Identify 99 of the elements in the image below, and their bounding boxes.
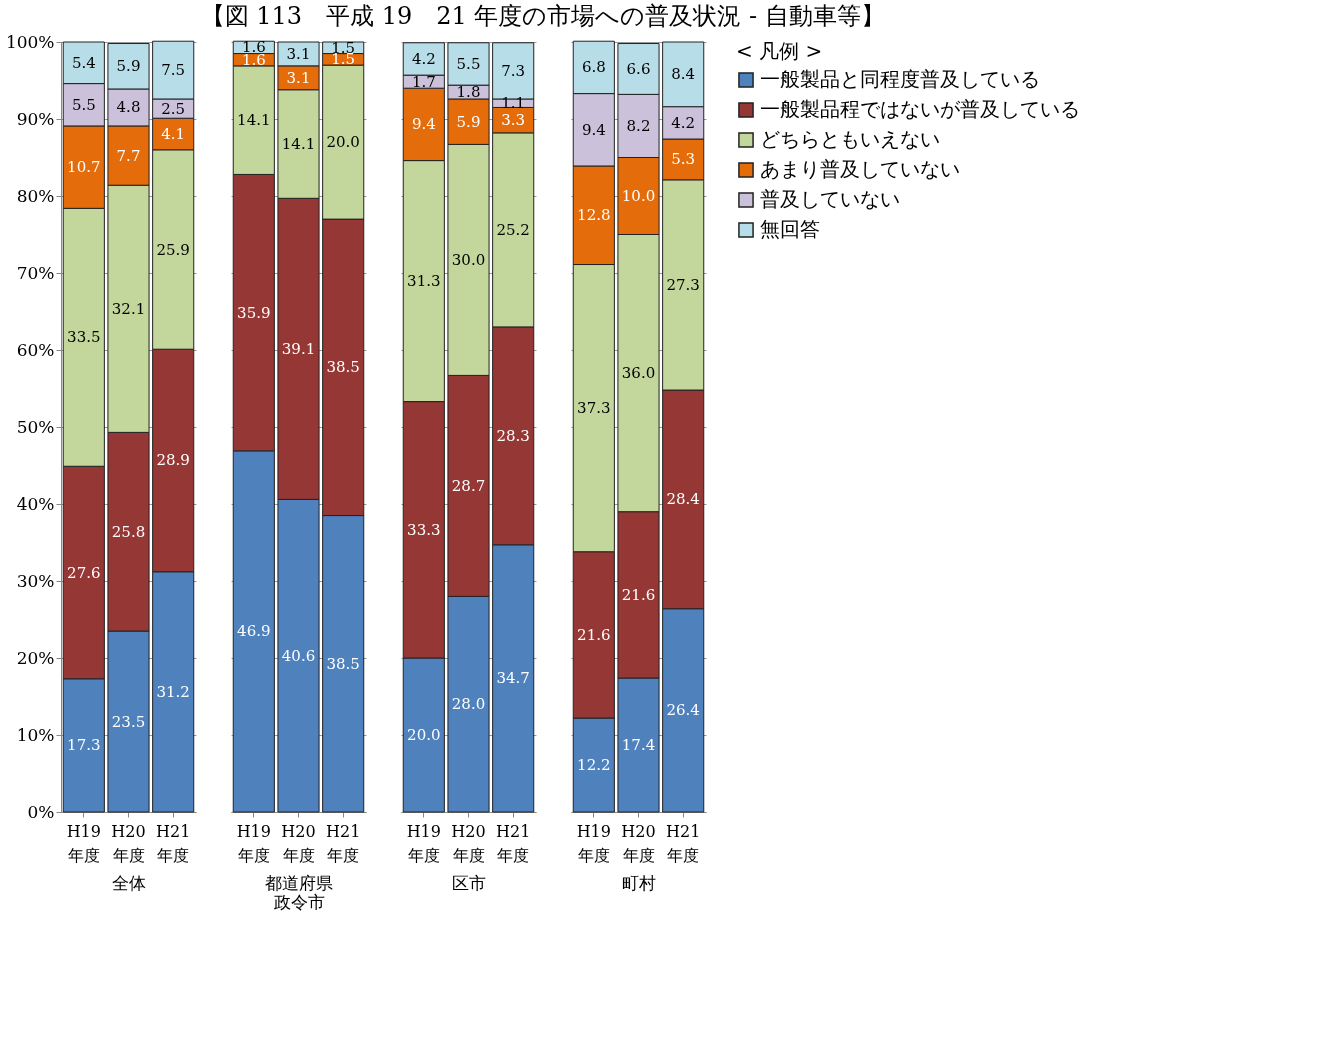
- y-tick-label: 30%: [16, 570, 55, 591]
- data-label: 28.7: [451, 476, 486, 495]
- data-label: 7.7: [116, 146, 141, 165]
- data-label: 21.6: [577, 625, 611, 644]
- data-label: 5.9: [116, 57, 141, 76]
- y-tick-label: 80%: [16, 185, 55, 206]
- data-label: 28.0: [451, 695, 486, 714]
- data-label: 31.2: [156, 682, 190, 701]
- data-label: 32.1: [111, 299, 146, 318]
- x-axis-title: 区市: [452, 872, 486, 893]
- data-label: 17.3: [67, 736, 101, 755]
- x-tick-label: H21 年度: [496, 821, 531, 865]
- data-label: 23.5: [111, 712, 146, 731]
- data-label: 26.4: [666, 701, 700, 720]
- x-tick-label: H19 年度: [406, 821, 441, 865]
- text: 【図 113 平成 19 21 年度の市場への普及状況 - 自動車等】: [200, 2, 885, 30]
- data-label: 3.1: [286, 68, 311, 87]
- data-label: 46.9: [237, 622, 271, 641]
- legend-label: あまり普及していない: [760, 157, 960, 181]
- data-label: 38.5: [326, 358, 360, 377]
- data-label: 39.1: [281, 339, 316, 358]
- x-tick-label: H20 年度: [451, 821, 486, 865]
- data-label: 4.1: [161, 125, 186, 144]
- data-label: 33.3: [407, 520, 441, 539]
- data-label: 9.4: [581, 120, 606, 139]
- y-tick-label: 50%: [16, 416, 55, 437]
- data-label: 1.7: [411, 72, 436, 91]
- data-label: 12.8: [577, 206, 611, 225]
- data-label: 2.5: [161, 99, 186, 118]
- data-label: 35.9: [237, 303, 271, 322]
- legend-label: 普及していない: [760, 187, 900, 211]
- data-label: 7.5: [161, 61, 186, 80]
- x-tick-label: H19 年度: [576, 821, 611, 865]
- data-label: 8.2: [626, 116, 651, 135]
- data-label: 17.4: [621, 736, 656, 755]
- x-axis-title: 全体: [112, 872, 146, 893]
- data-label: 3.1: [286, 44, 311, 63]
- y-tick-label: 60%: [16, 339, 55, 360]
- data-label: 4.8: [116, 98, 141, 117]
- x-tick-label: H21 年度: [156, 821, 191, 865]
- data-label: 27.3: [666, 275, 700, 294]
- data-label: 3.3: [501, 111, 526, 130]
- data-label: 12.2: [577, 756, 611, 775]
- data-label: 6.8: [581, 58, 606, 77]
- data-label: 9.4: [411, 115, 436, 134]
- x-tick-label: H19 年度: [236, 821, 271, 865]
- y-tick-label: 40%: [16, 493, 55, 514]
- x-tick-label: H20 年度: [621, 821, 656, 865]
- data-label: 7.3: [501, 61, 526, 80]
- x-tick-label: H20 年度: [281, 821, 316, 865]
- x-axis-title: 町村: [622, 872, 656, 893]
- x-tick-label: H19 年度: [66, 821, 101, 865]
- x-tick-label: H20 年度: [111, 821, 146, 865]
- data-label: 4.2: [671, 113, 696, 132]
- legend-label: 無回答: [760, 217, 820, 241]
- legend-label: どちらともいえない: [760, 127, 940, 151]
- data-label: 20.0: [326, 133, 360, 152]
- y-tick-label: 10%: [16, 724, 55, 745]
- data-label: 4.2: [411, 49, 436, 68]
- data-label: 5.4: [71, 53, 96, 72]
- y-tick-label: 100%: [5, 31, 55, 52]
- y-tick-label: 20%: [16, 647, 55, 668]
- y-tick-label: 70%: [16, 262, 55, 283]
- x-axis-title: 都道府県政令市: [265, 872, 333, 912]
- data-label: 5.9: [456, 112, 481, 131]
- x-tick-label: H21 年度: [326, 821, 361, 865]
- data-label: 25.9: [156, 240, 190, 259]
- data-label: 36.0: [621, 364, 656, 383]
- data-label: 38.5: [326, 654, 360, 673]
- data-label: 34.7: [496, 669, 530, 688]
- data-label: 25.8: [111, 522, 146, 541]
- data-label: 10.0: [621, 187, 656, 205]
- data-label: 5.3: [671, 150, 696, 169]
- data-label: 20.0: [407, 726, 441, 744]
- data-label: 25.2: [496, 220, 530, 239]
- data-label: 6.6: [626, 59, 651, 78]
- data-label: 1.8: [456, 83, 481, 102]
- data-label: 27.6: [67, 563, 101, 582]
- data-label: 31.3: [407, 272, 441, 291]
- data-label: 33.5: [67, 328, 101, 347]
- y-tick-label: 90%: [16, 108, 55, 129]
- data-label: 14.1: [237, 111, 271, 130]
- legend-label: 一般製品と同程度普及している: [760, 67, 1040, 91]
- data-label: 37.3: [577, 399, 611, 418]
- x-tick-label: H21 年度: [666, 821, 701, 865]
- data-label: 28.9: [156, 451, 190, 470]
- data-label: 8.4: [671, 65, 696, 84]
- data-label: 10.7: [67, 158, 101, 177]
- legend-label: 一般製品程ではないが普及している: [760, 97, 1080, 121]
- y-tick-label: 0%: [27, 801, 55, 822]
- data-label: 5.5: [456, 54, 481, 73]
- legend-title: < 凡例 >: [736, 39, 823, 63]
- data-label: 30.0: [451, 250, 486, 269]
- data-label: 28.3: [496, 426, 530, 445]
- data-label: 40.6: [281, 646, 316, 665]
- data-label: 21.6: [621, 585, 656, 604]
- data-label: 14.1: [281, 135, 316, 154]
- data-label: 5.5: [71, 95, 96, 114]
- data-label: 28.4: [666, 490, 700, 509]
